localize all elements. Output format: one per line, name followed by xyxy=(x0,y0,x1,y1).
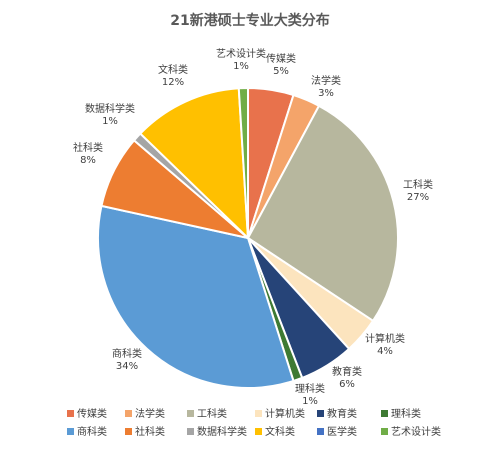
slice-percent-label: 6% xyxy=(339,379,355,390)
pie-slice-7 xyxy=(97,204,295,389)
slice-percent-label: 8% xyxy=(80,155,96,166)
legend-label: 社科类 xyxy=(135,425,165,438)
slice-percent-label: 5% xyxy=(273,66,289,77)
slice-percent-label: 34% xyxy=(116,361,138,372)
legend-swatch xyxy=(255,428,262,435)
slice-name-label: 社科类 xyxy=(73,141,103,154)
legend-label: 商科类 xyxy=(77,425,107,438)
legend-swatch xyxy=(67,410,74,417)
legend-label: 理科类 xyxy=(391,407,421,420)
slice-labels: 传媒类5%法学类3%工科类27%计算机类4%教育类6%理科类1%商科类34%社科… xyxy=(73,47,433,407)
legend-label: 传媒类 xyxy=(77,407,107,420)
slice-name-label: 文科类 xyxy=(158,63,188,76)
slice-name-label: 艺术设计类 xyxy=(216,47,266,60)
slice-name-label: 法学类 xyxy=(311,74,341,87)
slice-percent-label: 1% xyxy=(302,396,318,407)
slice-percent-label: 3% xyxy=(318,88,334,99)
legend-label: 计算机类 xyxy=(265,407,305,420)
pie-slices xyxy=(97,86,399,389)
legend-label: 法学类 xyxy=(135,407,165,420)
legend-label: 教育类 xyxy=(327,407,357,420)
legend-swatch xyxy=(125,410,132,417)
slice-name-label: 计算机类 xyxy=(365,332,405,345)
legend-label: 文科类 xyxy=(265,425,295,438)
legend-label: 数据科学类 xyxy=(197,425,247,438)
legend-swatch xyxy=(381,410,388,417)
slice-percent-label: 12% xyxy=(162,77,184,88)
pie-slice-10 xyxy=(138,87,250,241)
slice-name-label: 教育类 xyxy=(332,365,362,378)
pie-slice-3 xyxy=(246,104,399,323)
slice-name-label: 数据科学类 xyxy=(85,102,135,115)
slice-name-label: 传媒类 xyxy=(266,52,296,65)
slice-percent-label: 1% xyxy=(102,116,118,127)
legend-swatch xyxy=(317,410,324,417)
chart-title: 21新港硕士专业大类分布 xyxy=(170,12,329,29)
slice-name-label: 商科类 xyxy=(112,347,142,360)
legend-label: 工科类 xyxy=(197,407,227,420)
slice-percent-label: 27% xyxy=(407,192,429,203)
slice-name-label: 理科类 xyxy=(295,382,325,395)
slice-percent-label: 1% xyxy=(233,61,249,72)
legend-swatch xyxy=(67,428,74,435)
legend-swatch xyxy=(125,428,132,435)
legend-swatch xyxy=(381,428,388,435)
legend-label: 艺术设计类 xyxy=(391,425,441,438)
legend-swatch xyxy=(317,428,324,435)
legend-swatch xyxy=(255,410,262,417)
legend-label: 医学类 xyxy=(327,425,357,438)
slice-percent-label: 4% xyxy=(377,346,393,357)
legend-swatch xyxy=(187,410,194,417)
slice-name-label: 工科类 xyxy=(403,178,433,191)
pie-slice-11 xyxy=(237,86,249,239)
legend-swatch xyxy=(187,428,194,435)
